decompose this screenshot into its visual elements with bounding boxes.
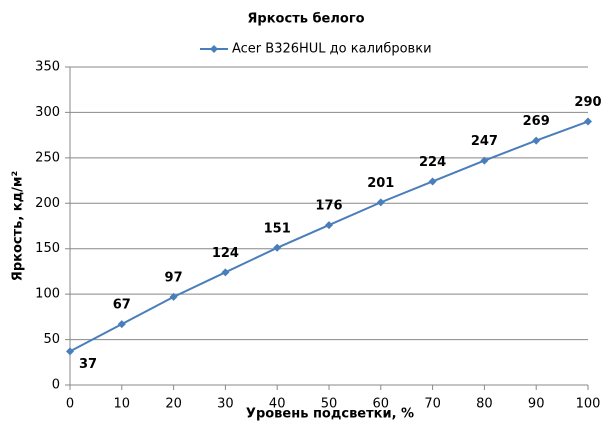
series-line <box>69 120 589 353</box>
x-tick-label: 50 <box>321 397 338 412</box>
legend-label: Acer B326HUL до калибровки <box>232 42 432 57</box>
data-point <box>376 198 385 207</box>
data-point <box>169 292 178 301</box>
data-point <box>532 136 541 145</box>
x-tick-label: 0 <box>66 397 74 412</box>
y-tick-label: 0 <box>52 378 60 393</box>
data-point <box>117 320 126 329</box>
data-point <box>584 117 592 126</box>
data-label: 290 <box>574 95 601 110</box>
x-tick-label: 80 <box>476 397 493 412</box>
data-point <box>480 156 489 165</box>
x-axis-label: Уровень подсветки, % <box>246 407 414 422</box>
y-axis-label: Яркость, кд/м² <box>11 171 26 281</box>
data-point <box>221 268 230 277</box>
y-tick-label: 100 <box>35 287 60 302</box>
y-tick-label: 50 <box>43 332 60 347</box>
chart-title: Яркость белого <box>247 12 364 27</box>
data-label: 97 <box>165 270 183 285</box>
x-tick-label: 10 <box>114 397 131 412</box>
y-tick-label: 350 <box>35 60 60 75</box>
data-label: 151 <box>264 221 291 236</box>
legend-marker <box>210 45 218 53</box>
data-label: 37 <box>79 357 97 372</box>
x-tick-label: 70 <box>424 397 441 412</box>
data-point <box>66 347 74 356</box>
data-label: 67 <box>113 298 131 313</box>
data-label: 201 <box>367 176 394 191</box>
x-tick-label: 40 <box>269 397 286 412</box>
data-label: 269 <box>523 114 550 129</box>
y-tick-label: 150 <box>35 241 60 256</box>
data-label: 224 <box>419 155 446 170</box>
x-tick-label: 90 <box>528 397 545 412</box>
data-label: 176 <box>315 199 342 214</box>
y-tick-label: 300 <box>35 105 60 120</box>
data-point <box>325 221 333 230</box>
data-label: 124 <box>212 246 239 261</box>
data-point <box>273 243 282 252</box>
y-tick-label: 250 <box>35 150 60 165</box>
x-tick-label: 20 <box>165 397 182 412</box>
x-tick-label: 30 <box>217 397 234 412</box>
data-label: 247 <box>471 134 498 149</box>
x-tick-label: 60 <box>373 397 390 412</box>
data-point <box>428 177 437 186</box>
x-tick-label: 100 <box>576 397 601 412</box>
y-tick-label: 200 <box>35 196 60 211</box>
